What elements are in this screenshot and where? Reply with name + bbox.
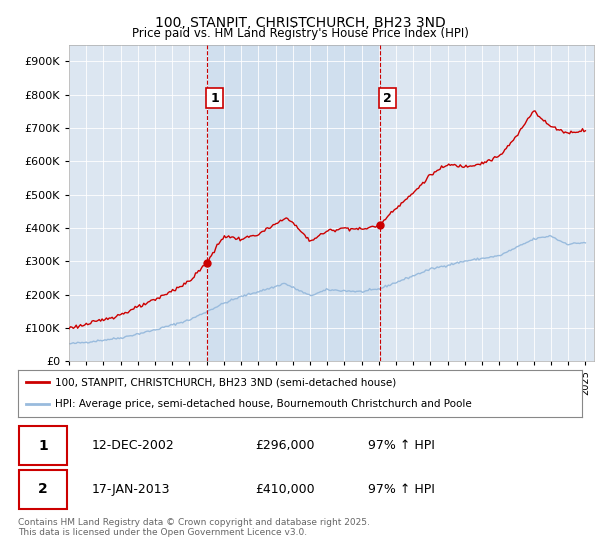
Text: 100, STANPIT, CHRISTCHURCH, BH23 3ND (semi-detached house): 100, STANPIT, CHRISTCHURCH, BH23 3ND (se… [55, 377, 396, 388]
Text: 97% ↑ HPI: 97% ↑ HPI [368, 483, 434, 496]
Text: 17-JAN-2013: 17-JAN-2013 [91, 483, 170, 496]
Text: HPI: Average price, semi-detached house, Bournemouth Christchurch and Poole: HPI: Average price, semi-detached house,… [55, 399, 472, 409]
Text: £410,000: £410,000 [255, 483, 314, 496]
Text: £296,000: £296,000 [255, 440, 314, 452]
Text: 2: 2 [38, 482, 47, 496]
Text: 100, STANPIT, CHRISTCHURCH, BH23 3ND: 100, STANPIT, CHRISTCHURCH, BH23 3ND [155, 16, 445, 30]
Text: 1: 1 [38, 439, 47, 453]
Text: 97% ↑ HPI: 97% ↑ HPI [368, 440, 434, 452]
Text: Contains HM Land Registry data © Crown copyright and database right 2025.
This d: Contains HM Land Registry data © Crown c… [18, 518, 370, 538]
FancyBboxPatch shape [19, 470, 67, 508]
Text: 1: 1 [210, 92, 219, 105]
Bar [207, 45, 380, 361]
Text: 12-DEC-2002: 12-DEC-2002 [91, 440, 174, 452]
Text: 2: 2 [383, 92, 392, 105]
FancyBboxPatch shape [19, 427, 67, 465]
Text: Price paid vs. HM Land Registry's House Price Index (HPI): Price paid vs. HM Land Registry's House … [131, 27, 469, 40]
